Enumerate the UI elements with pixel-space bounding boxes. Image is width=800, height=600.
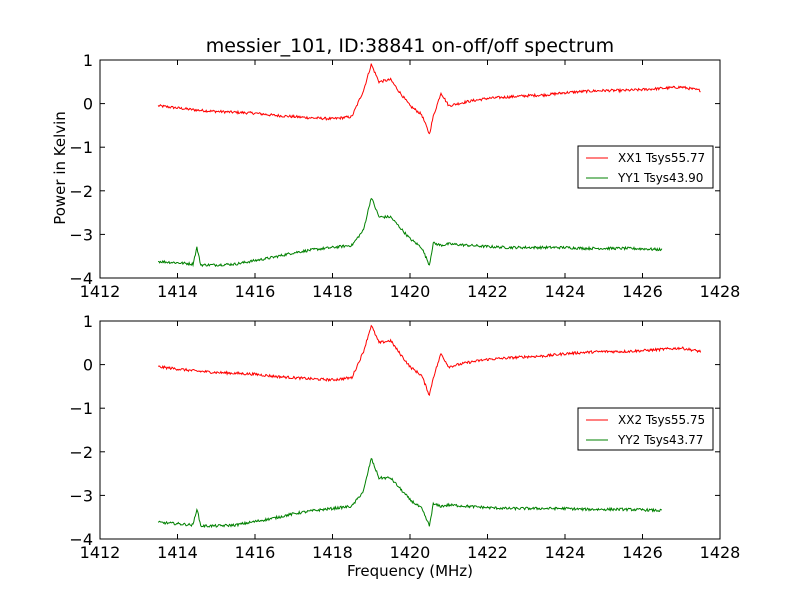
x-tick-label: 1414: [157, 282, 198, 301]
series-line-xx2: [157, 324, 702, 397]
legend-entry: YY2 Tsys43.77: [617, 433, 703, 447]
x-tick-label: 1422: [467, 282, 508, 301]
x-tick-label: 1428: [700, 543, 741, 562]
y-tick-label: −4: [69, 530, 93, 549]
y-tick-label: 1: [83, 312, 93, 331]
series-line-yy2: [157, 457, 663, 529]
x-tick-label: 1418: [312, 543, 353, 562]
y-tick-label: 0: [83, 356, 93, 375]
y-tick-label: −4: [69, 269, 93, 288]
series-line-yy1: [158, 197, 663, 268]
y-tick-label: −2: [69, 182, 93, 201]
y-tick-label: −3: [69, 486, 93, 505]
x-tick-label: 1428: [700, 282, 741, 301]
x-tick-label: 1426: [622, 282, 663, 301]
x-tick-label: 1412: [80, 282, 121, 301]
legend-box: [577, 145, 714, 189]
x-tick-label: 1416: [235, 543, 276, 562]
panel-1: 1412 1414 1416 1418 1420 1422 1424 1426 1428 1 0 −1…: [69, 51, 740, 301]
legend-entry: XX2 Tsys55.75: [618, 413, 705, 427]
legend: XX2 Tsys55.75 YY2 Tsys43.77: [577, 407, 714, 451]
x-tick-label: 1422: [467, 543, 508, 562]
y-tick-label: −1: [69, 138, 93, 157]
y-axis-label: Power in Kelvin: [51, 111, 69, 225]
y-tick-label: 1: [83, 51, 93, 70]
chart-title: messier_101, ID:38841 on-off/off spectru…: [206, 35, 614, 57]
x-tick-label: 1416: [235, 282, 276, 301]
panel-2: 1412 1414 1416 1418 1420 1422 1424 1426 1428 1 0 −1…: [69, 312, 740, 562]
x-tick-label: 1414: [157, 543, 198, 562]
legend: XX1 Tsys55.77 YY1 Tsys43.90: [577, 145, 714, 189]
x-axis-label: Frequency (MHz): [347, 562, 473, 580]
y-tick-label: −3: [69, 225, 93, 244]
legend-entry: XX1 Tsys55.77: [618, 151, 705, 165]
x-tick-label: 1424: [545, 543, 586, 562]
x-tick-label: 1420: [390, 543, 431, 562]
y-tick-label: −2: [69, 443, 93, 462]
x-tick-label: 1420: [390, 282, 431, 301]
series-line-xx1: [157, 63, 701, 135]
panels-group: 1412 1414 1416 1418 1420 1422 1424 1426 1428 1 0 −1…: [69, 51, 740, 562]
x-tick-label: 1412: [80, 543, 121, 562]
legend-entry: YY1 Tsys43.90: [617, 171, 703, 185]
x-tick-label: 1426: [622, 543, 663, 562]
legend-box: [577, 407, 714, 451]
y-tick-label: −1: [69, 399, 93, 418]
x-tick-label: 1424: [545, 282, 586, 301]
y-tick-label: 0: [83, 95, 93, 114]
x-tick-label: 1418: [312, 282, 353, 301]
